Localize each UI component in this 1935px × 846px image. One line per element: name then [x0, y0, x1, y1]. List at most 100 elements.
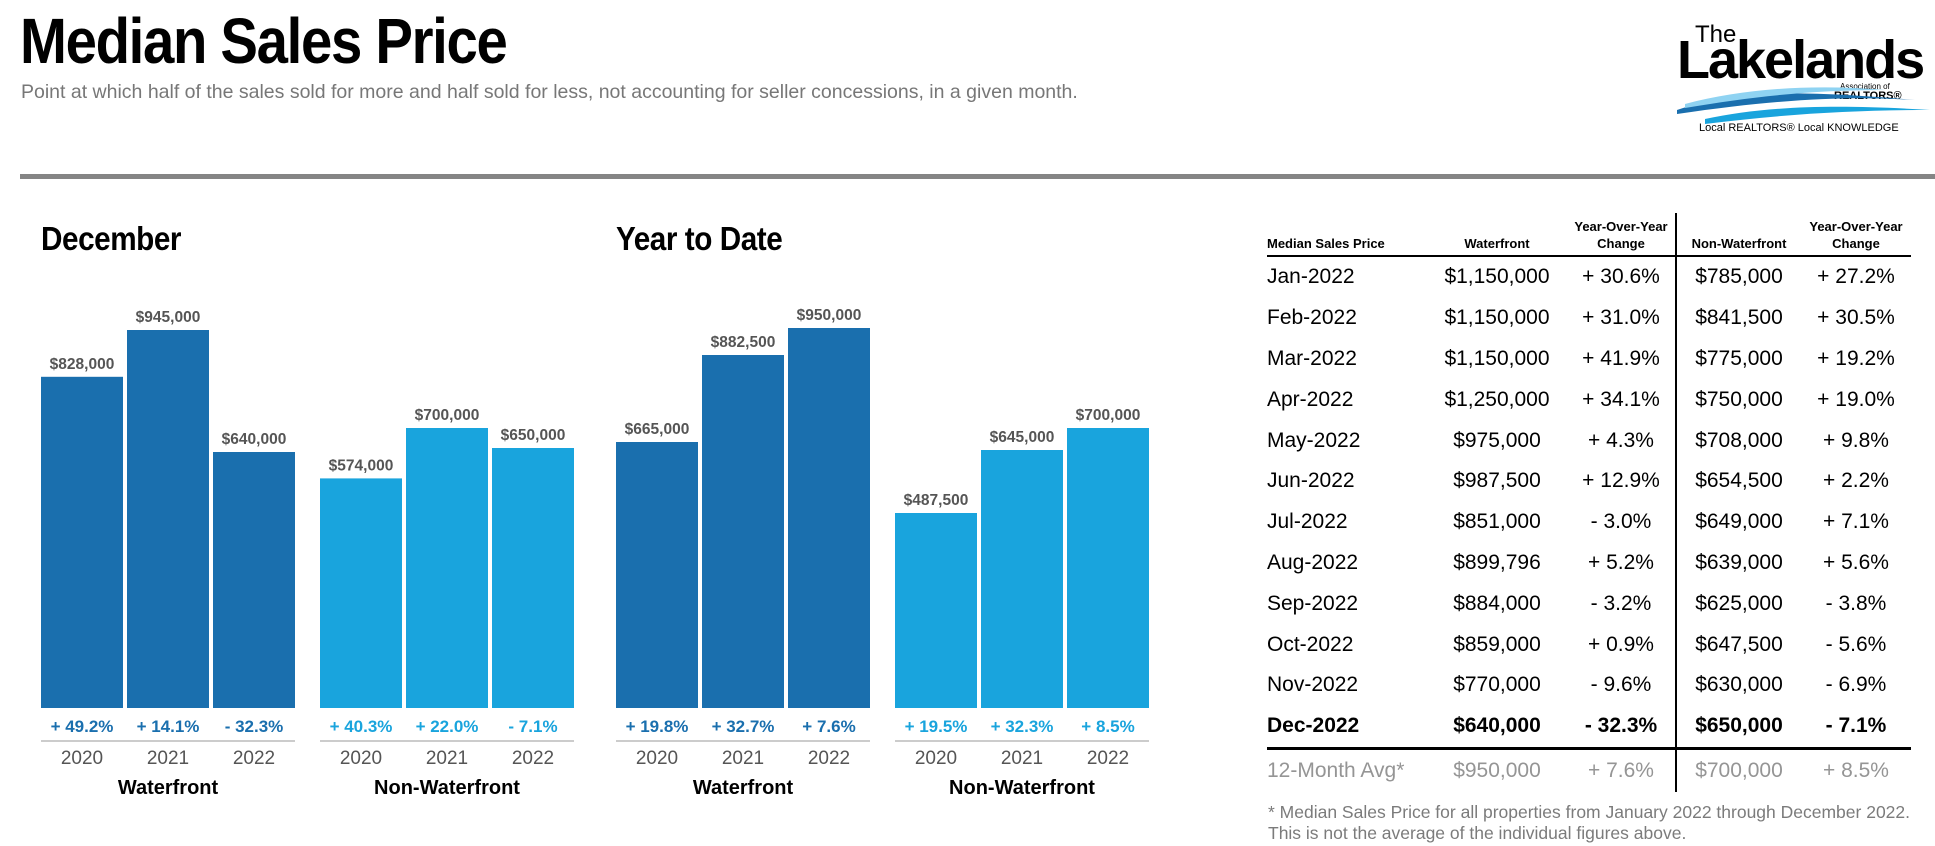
waterfront-change-cell: - 3.2% — [1590, 591, 1652, 615]
table-row: Jan-2022 $1,150,000 + 30.6% $785,000 + 27.2% — [1267, 256, 1911, 298]
table-row: Nov-2022 $770,000 - 9.6% $630,000 - 6.9% — [1267, 664, 1911, 706]
x-tick-label: 2020 — [915, 748, 957, 769]
month-cell: Oct-2022 — [1267, 632, 1354, 656]
non-waterfront-cell: $647,500 — [1675, 624, 1801, 665]
waterfront-change-cell: + 7.6% — [1567, 746, 1676, 792]
x-tick-label: 2021 — [722, 748, 764, 769]
waterfront-cell: $1,250,000 — [1444, 387, 1550, 411]
non-waterfront-cell: $650,000 — [1675, 705, 1801, 749]
yoy-change-label: + 22.0% — [416, 717, 479, 736]
x-tick-label: 2022 — [808, 748, 850, 769]
ytd-chart: $665,000 + 19.8% 2020 $882,500 + 32.7% 2021 $9… — [616, 307, 1149, 799]
header-wf-yoy-line2: Change — [1597, 236, 1645, 252]
waterfront-change-cell: + 34.1% — [1582, 387, 1660, 411]
month-cell: Dec-2022 — [1267, 714, 1360, 738]
waterfront-change-cell: + 31.0% — [1582, 306, 1660, 330]
bar — [788, 328, 870, 708]
page-subtitle: Point at which half of the sales sold fo… — [21, 81, 1078, 103]
month-cell: Feb-2022 — [1267, 306, 1357, 330]
bar — [981, 450, 1063, 708]
non-waterfront-change-cell: + 9.8% — [1823, 428, 1889, 452]
logo-the: The — [1695, 21, 1736, 48]
non-waterfront-change-cell: + 2.2% — [1823, 469, 1889, 493]
yoy-change-label: + 32.3% — [991, 717, 1054, 736]
waterfront-change-cell: + 30.6% — [1582, 265, 1660, 289]
group-label: Waterfront — [693, 777, 794, 799]
avg-row: 12-Month Avg* $950,000 + 7.6% $700,000 + 8.5… — [1267, 746, 1911, 792]
non-waterfront-cell: $841,500 — [1675, 297, 1801, 339]
waterfront-change-cell: - 3.0% — [1590, 510, 1652, 534]
header-nwf-yoy: Year-Over-Year Change — [1801, 213, 1911, 256]
page-title: Median Sales Price — [20, 5, 508, 77]
month-cell: Sep-2022 — [1267, 591, 1359, 615]
x-tick-label: 2021 — [426, 748, 468, 769]
waterfront-cell: $859,000 — [1453, 632, 1541, 656]
table-row: Feb-2022 $1,150,000 + 31.0% $841,500 + 30.5% — [1267, 297, 1911, 339]
bar — [1067, 428, 1149, 708]
footnote: * Median Sales Price for all properties … — [1268, 802, 1911, 843]
bar-value-label: $700,000 — [1076, 407, 1141, 424]
logo-tagline: Local REALTORS® Local KNOWLEDGE — [1699, 122, 1899, 134]
header-nwf-yoy-line1: Year-Over-Year — [1809, 218, 1903, 234]
bar-value-label: $700,000 — [415, 407, 480, 424]
month-cell: Nov-2022 — [1267, 673, 1359, 697]
yoy-change-label: + 40.3% — [330, 717, 393, 736]
non-waterfront-cell: $639,000 — [1675, 542, 1801, 584]
non-waterfront-change-cell: + 7.1% — [1823, 510, 1889, 534]
non-waterfront-cell: $654,500 — [1675, 460, 1801, 502]
month-cell: Jul-2022 — [1267, 510, 1348, 534]
waterfront-cell: $884,000 — [1453, 591, 1541, 615]
group-label: Waterfront — [118, 777, 219, 799]
table-row: Mar-2022 $1,150,000 + 41.9% $775,000 + 19.2% — [1267, 338, 1911, 380]
bar-value-label: $487,500 — [904, 492, 969, 509]
bar-value-label: $828,000 — [50, 356, 115, 373]
logo-wave-2 — [1705, 106, 1930, 124]
waterfront-change-cell: + 41.9% — [1582, 346, 1660, 370]
bar-value-label: $665,000 — [625, 421, 690, 438]
group-label: Non-Waterfront — [374, 777, 520, 799]
yoy-change-label: - 7.1% — [508, 717, 557, 736]
bar — [41, 376, 123, 708]
bar-value-label: $950,000 — [797, 307, 862, 324]
waterfront-cell: $1,150,000 — [1444, 265, 1550, 289]
bar-value-label: $574,000 — [329, 457, 394, 474]
non-waterfront-cell: $750,000 — [1675, 379, 1801, 421]
header-nwf-yoy-line2: Change — [1832, 236, 1880, 252]
december-title: December — [41, 220, 182, 257]
yoy-change-label: + 7.6% — [802, 717, 855, 736]
x-tick-label: 2021 — [147, 748, 189, 769]
month-cell: Jan-2022 — [1267, 265, 1355, 289]
table-row: Dec-2022 $640,000 - 32.3% $650,000 - 7.1% — [1267, 705, 1911, 749]
waterfront-change-cell: + 4.3% — [1588, 428, 1654, 452]
non-waterfront-change-cell: - 6.9% — [1825, 673, 1887, 697]
month-cell: Aug-2022 — [1267, 550, 1359, 574]
waterfront-cell: $640,000 — [1453, 714, 1541, 738]
x-tick-label: 2022 — [1087, 748, 1129, 769]
header-wf-yoy-line1: Year-Over-Year — [1574, 218, 1668, 234]
bar — [320, 478, 402, 708]
waterfront-cell: $899,796 — [1453, 550, 1541, 574]
month-cell: Jun-2022 — [1267, 469, 1355, 493]
month-cell: May-2022 — [1267, 428, 1361, 452]
non-waterfront-change-cell: + 19.2% — [1817, 346, 1895, 370]
x-tick-label: 2022 — [233, 748, 275, 769]
x-tick-label: 2020 — [636, 748, 678, 769]
non-waterfront-change-cell: - 7.1% — [1825, 714, 1887, 738]
group-label: Non-Waterfront — [949, 777, 1095, 799]
logo-name: Lakelands — [1677, 30, 1923, 90]
logo-realtors: REALTORS® — [1834, 90, 1902, 102]
x-tick-label: 2021 — [1001, 748, 1043, 769]
non-waterfront-cell: $630,000 — [1675, 664, 1801, 706]
bar-value-label: $945,000 — [136, 309, 201, 326]
table-row: Jul-2022 $851,000 - 3.0% $649,000 + 7.1% — [1267, 501, 1911, 543]
waterfront-cell: $851,000 — [1453, 510, 1541, 534]
yoy-change-label: + 19.5% — [905, 717, 968, 736]
non-waterfront-change-cell: + 27.2% — [1817, 265, 1895, 289]
waterfront-change-cell: + 0.9% — [1588, 632, 1654, 656]
table-row: May-2022 $975,000 + 4.3% $708,000 + 9.8% — [1267, 420, 1911, 461]
logo-wave-3 — [1685, 87, 1885, 108]
non-waterfront-cell: $700,000 — [1675, 746, 1801, 792]
table-row: Oct-2022 $859,000 + 0.9% $647,500 - 5.6% — [1267, 624, 1911, 665]
non-waterfront-cell: $785,000 — [1675, 256, 1801, 298]
yoy-change-label: - 32.3% — [225, 717, 284, 736]
